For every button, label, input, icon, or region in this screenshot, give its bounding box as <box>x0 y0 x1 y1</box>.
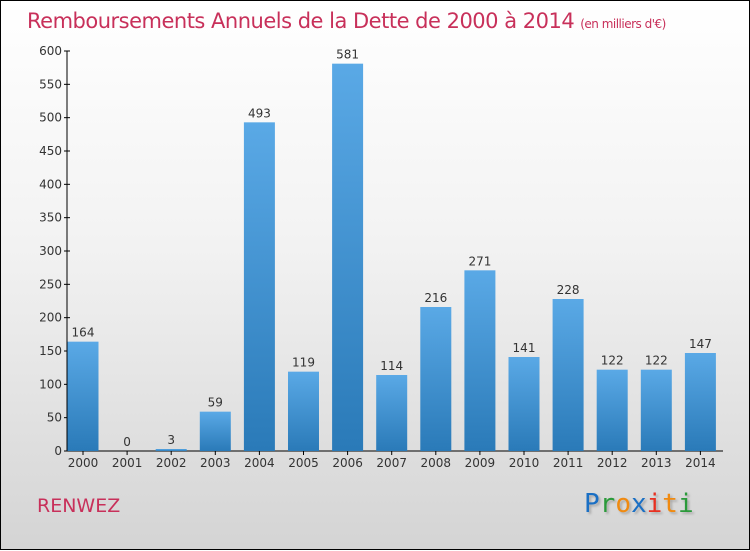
bar <box>552 299 584 451</box>
logo-letter: r <box>599 489 616 519</box>
commune-name: RENWEZ <box>37 495 121 517</box>
x-tick-label: 2001 <box>112 456 143 470</box>
bar <box>596 369 628 451</box>
bar <box>464 270 496 451</box>
bar <box>376 375 408 451</box>
x-tick-label: 2010 <box>509 456 540 470</box>
bar <box>199 411 231 451</box>
bar-value-label: 3 <box>167 433 175 447</box>
bar <box>640 369 672 451</box>
x-tick-label: 2006 <box>332 456 363 470</box>
bar-value-label: 122 <box>601 354 624 368</box>
logo-letter: i <box>646 489 663 519</box>
x-tick-label: 2009 <box>465 456 496 470</box>
y-tick-label: 200 <box>39 311 62 325</box>
bar-value-label: 228 <box>557 283 580 297</box>
logo-letter: t <box>662 489 678 519</box>
bar <box>420 307 452 451</box>
logo-letter: x <box>630 489 647 519</box>
y-tick-label: 350 <box>39 211 62 225</box>
bar-value-label: 216 <box>424 291 447 305</box>
y-tick-label: 550 <box>39 77 62 91</box>
x-tick-label: 2012 <box>597 456 628 470</box>
bar-value-label: 141 <box>513 341 536 355</box>
bar <box>288 371 319 451</box>
bar <box>684 353 716 451</box>
bar-value-label: 119 <box>292 356 315 370</box>
proxiti-logo: Proxiti <box>584 489 694 519</box>
bar-value-label: 271 <box>468 254 491 268</box>
y-tick-label: 150 <box>39 344 62 358</box>
y-tick-label: 100 <box>39 377 62 391</box>
x-tick-label: 2002 <box>156 456 187 470</box>
logo-letter: P <box>584 489 600 519</box>
y-tick-label: 600 <box>39 44 62 58</box>
bar-value-label: 114 <box>380 359 403 373</box>
bar-value-label: 581 <box>336 48 359 62</box>
x-tick-label: 2003 <box>200 456 231 470</box>
bar-value-label: 0 <box>123 435 131 449</box>
x-tick-label: 2014 <box>685 456 716 470</box>
bar-value-label: 493 <box>248 106 271 120</box>
x-tick-label: 2000 <box>68 456 99 470</box>
bar <box>508 357 540 451</box>
bar-value-label: 59 <box>208 396 223 410</box>
bar-value-label: 147 <box>689 337 712 351</box>
x-tick-label: 2004 <box>244 456 275 470</box>
x-tick-label: 2013 <box>641 456 672 470</box>
bar <box>155 449 187 451</box>
logo-letter: i <box>677 489 694 519</box>
y-tick-label: 250 <box>39 277 62 291</box>
bar-value-label: 164 <box>72 326 95 340</box>
y-tick-label: 50 <box>47 411 62 425</box>
y-tick-label: 0 <box>54 444 62 458</box>
y-tick-label: 450 <box>39 144 62 158</box>
bar-value-label: 122 <box>645 354 668 368</box>
title-text: Remboursements Annuels de la Dette de 20… <box>27 9 575 33</box>
x-tick-label: 2007 <box>376 456 407 470</box>
chart-subtitle: (en milliers d'€) <box>580 17 666 31</box>
bar <box>67 341 99 451</box>
y-tick-label: 300 <box>39 244 62 258</box>
x-tick-label: 2008 <box>421 456 452 470</box>
x-tick-label: 2011 <box>553 456 584 470</box>
bar <box>332 63 364 452</box>
chart-title: Remboursements Annuels de la Dette de 20… <box>27 9 666 33</box>
x-tick-label: 2005 <box>288 456 319 470</box>
bar <box>243 122 275 451</box>
logo-letter: o <box>615 489 631 519</box>
y-tick-label: 400 <box>39 177 62 191</box>
y-tick-label: 500 <box>39 111 62 125</box>
